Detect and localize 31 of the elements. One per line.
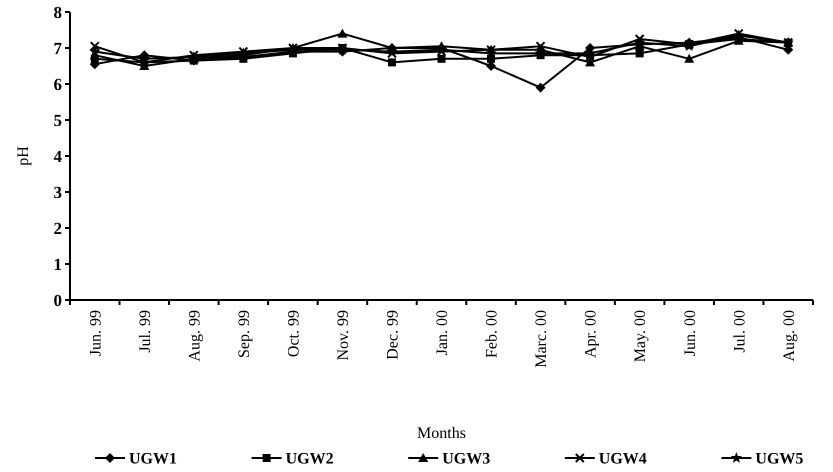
x-tick-label: Apr. 00 [582,310,600,358]
legend-label: UGW5 [755,450,804,468]
x-tick-label: Aug. 00 [780,310,798,362]
x-tick-label: Jul. 99 [136,310,154,353]
x-tick-label: Jul. 00 [731,310,748,353]
legend-label: UGW3 [442,450,490,468]
x-tick-label: Aug. 99 [186,310,204,362]
x-tick-label: Dec. 99 [384,310,402,360]
x-tick-label: Oct. 99 [286,310,302,358]
y-axis-title: pH [15,146,32,166]
legend-label: UGW4 [598,450,647,468]
y-tick-label: 5 [54,110,62,130]
y-tick-label: 8 [54,2,62,22]
y-tick-label: 7 [54,38,62,58]
x-tick-label: Nov. 99 [335,310,352,361]
y-tick-label: 4 [54,146,62,166]
y-tick-label: 1 [54,254,62,274]
y-tick-label: 0 [54,290,62,310]
x-tick-label: Marc. 00 [533,310,550,368]
y-tick-label: 6 [54,74,62,94]
x-tick-label: Jun. 00 [682,310,699,356]
x-tick-label: May. 00 [632,310,650,362]
x-axis-title: Months [417,425,466,442]
y-tick-label: 3 [54,182,62,202]
legend-label: UGW1 [129,450,177,468]
y-tick-label: 2 [54,218,62,238]
x-tick-label: Jan. 00 [434,310,452,356]
x-tick-label: Jun. 99 [87,310,104,356]
legend-label: UGW2 [286,450,334,468]
x-tick-label: Feb. 00 [484,310,501,358]
x-tick-label: Sep. 99 [236,310,253,358]
